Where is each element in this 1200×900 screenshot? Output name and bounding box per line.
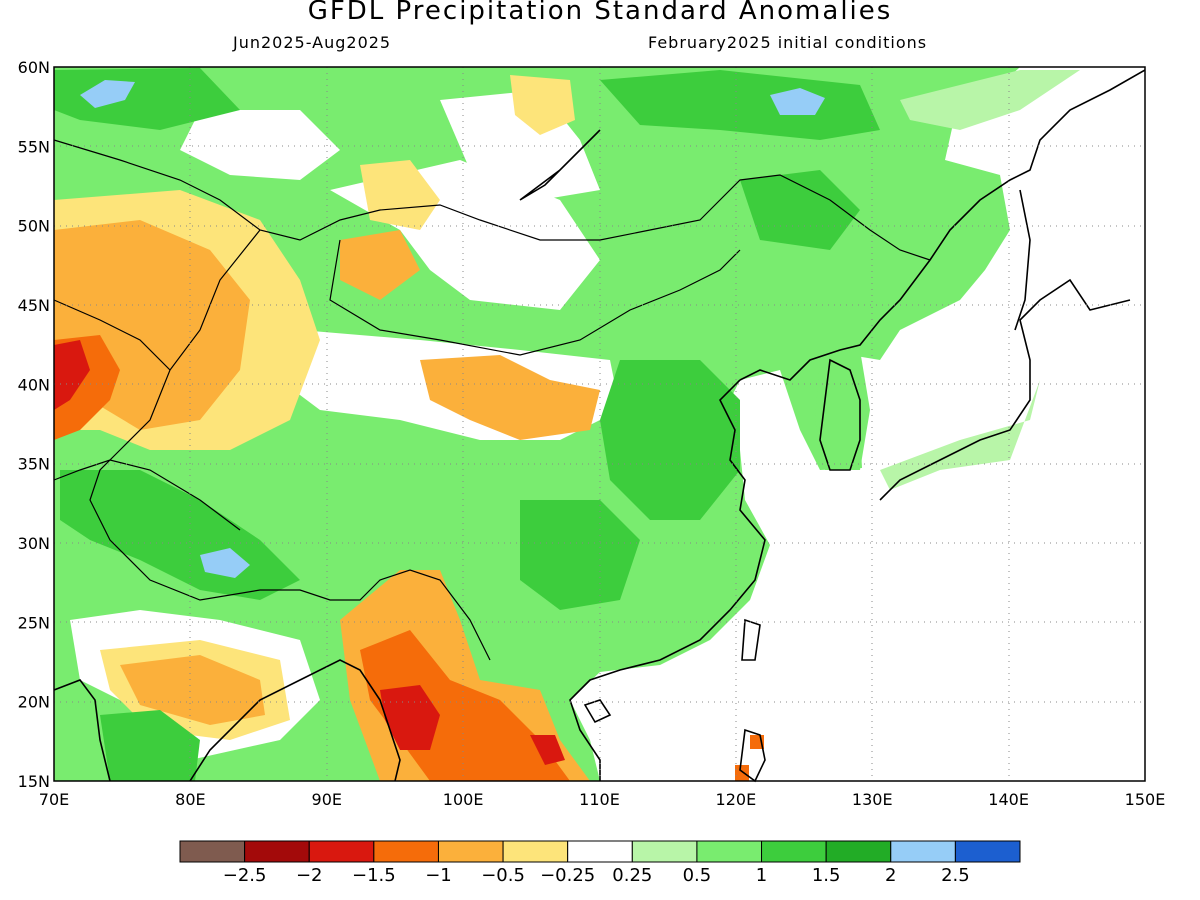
russia-border xyxy=(53,139,931,261)
very-wet-northwest xyxy=(80,80,135,108)
strong-dry-west xyxy=(54,340,90,410)
colorbar-swatch xyxy=(244,840,310,863)
lat-tick-label: 25N xyxy=(18,613,50,632)
lat-tick-label: 50N xyxy=(18,217,50,236)
colorbar-swatch xyxy=(179,840,246,863)
colorbar-label: 0.25 xyxy=(612,865,652,886)
sakhalin-coastline xyxy=(1014,189,1031,331)
lon-tick-label: 150E xyxy=(1125,790,1166,809)
mongolia-china-border xyxy=(329,239,741,356)
bay-of-bengal-coastline xyxy=(189,659,401,782)
longitude-axis: 70E 80E 90E 100E 110E 120E 130E 140E 150E xyxy=(39,790,1166,809)
wet-northeast xyxy=(600,70,880,140)
colorbar-label: −2 xyxy=(296,865,323,886)
japan-coastline xyxy=(879,278,1131,501)
moderate-dry-india xyxy=(120,655,265,725)
wet-india-south xyxy=(100,710,200,781)
map-title: GFDL Precipitation Standard Anomalies xyxy=(307,0,893,26)
dry-luzon xyxy=(735,765,749,781)
korea-coastline xyxy=(819,358,861,471)
colorbar-label: −2.5 xyxy=(223,865,267,886)
colorbar-swatch xyxy=(631,840,698,863)
colorbar-label: 1 xyxy=(756,865,767,886)
colorbar-swatch xyxy=(954,840,1021,863)
colorbar-label: −1 xyxy=(425,865,452,886)
lat-tick-label: 55N xyxy=(18,137,50,156)
lon-tick-label: 90E xyxy=(312,790,342,809)
colorbar-label: 0.5 xyxy=(683,865,712,886)
lat-tick-label: 35N xyxy=(18,455,50,474)
neutral-northwest xyxy=(180,110,340,180)
lon-tick-label: 100E xyxy=(443,790,484,809)
initial-conditions: February2025 initial conditions xyxy=(648,33,928,52)
colorbar-swatch xyxy=(567,840,633,863)
colorbar-swatch xyxy=(761,840,827,863)
colorbar-swatch xyxy=(437,840,504,863)
very-wet-northeast xyxy=(770,88,825,115)
colorbar-swatch xyxy=(373,840,439,863)
colorbar-label: 2.5 xyxy=(941,865,970,886)
colorbar-swatch xyxy=(696,840,763,863)
lake-baikal xyxy=(519,129,601,201)
wet-south-china xyxy=(520,500,640,610)
korea-wet xyxy=(815,350,870,470)
moderate-dry-gobi xyxy=(420,355,600,440)
colorbar-label: −1.5 xyxy=(352,865,396,886)
lat-tick-label: 40N xyxy=(18,375,50,394)
lat-tick-label: 15N xyxy=(18,772,50,791)
colorbar: −2.5 −2 −1.5 −1 −0.5 −0.25 0.25 0.5 1 1.5 2 2.5 xyxy=(179,840,1021,886)
colorbar-swatch xyxy=(890,840,956,863)
lon-tick-label: 120E xyxy=(716,790,757,809)
philippines-coastline xyxy=(739,728,766,783)
wet-manchuria xyxy=(740,170,860,250)
lon-tick-label: 70E xyxy=(39,790,69,809)
wet-east-china xyxy=(600,360,740,520)
slight-dry-mongolia xyxy=(360,160,440,230)
lon-tick-label: 110E xyxy=(579,790,620,809)
map-frame xyxy=(53,66,1146,782)
lon-tick-label: 130E xyxy=(852,790,893,809)
lat-tick-label: 20N xyxy=(18,693,50,712)
forecast-period: Jun2025-Aug2025 xyxy=(233,33,392,52)
lat-tick-label: 30N xyxy=(18,534,50,553)
strong-dry-myanmar xyxy=(380,685,440,750)
country-borders xyxy=(53,139,931,661)
india-coastline xyxy=(53,679,111,782)
moderate-dry-mongolia xyxy=(340,230,420,300)
colorbar-label: −0.5 xyxy=(481,865,525,886)
lat-tick-label: 60N xyxy=(18,58,50,77)
colorbar-label: −0.25 xyxy=(540,865,595,886)
taiwan-coastline xyxy=(741,618,761,661)
china-west-border xyxy=(89,229,491,661)
kazakhstan-border xyxy=(53,299,171,371)
china-east-coastline xyxy=(569,379,766,781)
latitude-axis: 15N 20N 25N 30N 35N 40N 45N 50N 55N 60N xyxy=(18,58,50,791)
anomaly-field xyxy=(54,67,1145,781)
lat-tick-label: 45N xyxy=(18,296,50,315)
colorbar-swatch xyxy=(502,840,569,863)
slight-dry-north xyxy=(510,75,575,135)
grid-lines xyxy=(54,67,1145,781)
strong-dry-vietnam xyxy=(530,735,565,765)
india-border xyxy=(53,459,241,531)
colorbar-swatch xyxy=(825,840,892,863)
lon-tick-label: 80E xyxy=(175,790,205,809)
japan-slight-wet xyxy=(880,380,1040,490)
colorbar-label: 1.5 xyxy=(812,865,841,886)
ne-slight-wet xyxy=(900,70,1080,130)
very-wet-nepal xyxy=(200,548,250,578)
colorbar-swatch xyxy=(308,840,375,863)
lon-tick-label: 140E xyxy=(988,790,1029,809)
colorbar-label: 2 xyxy=(885,865,896,886)
